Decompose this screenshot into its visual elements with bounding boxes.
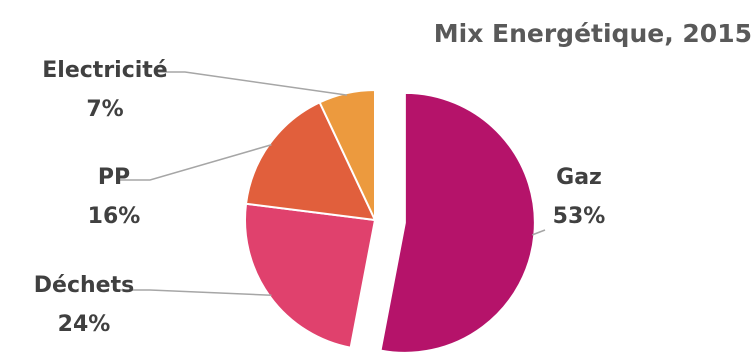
slice-label-electricite: Electricité (42, 58, 167, 83)
leader-line-electricite (155, 71, 348, 96)
pie-slices (244, 88, 536, 354)
slice-label-pp: PP (98, 165, 130, 190)
pie-slice-pp (244, 101, 377, 222)
leader-line-dechets (120, 289, 272, 296)
slice-percent-gaz: 53% (553, 204, 606, 229)
pie-slice-dechets (244, 202, 377, 349)
slice-percent-dechets: 24% (58, 312, 111, 337)
leader-lines (120, 71, 546, 296)
slice-percent-electricite: 7% (86, 97, 123, 122)
chart-title: Mix Energétique, 2015 (434, 19, 752, 48)
slice-label-dechets: Déchets (34, 273, 134, 298)
pie-slice-gaz (379, 91, 536, 354)
leader-line-gaz (532, 229, 546, 236)
slice-label-gaz: Gaz (556, 165, 602, 190)
leader-line-pp (120, 144, 272, 181)
pie-slice-electricite (318, 88, 376, 221)
slice-percent-pp: 16% (88, 204, 141, 229)
